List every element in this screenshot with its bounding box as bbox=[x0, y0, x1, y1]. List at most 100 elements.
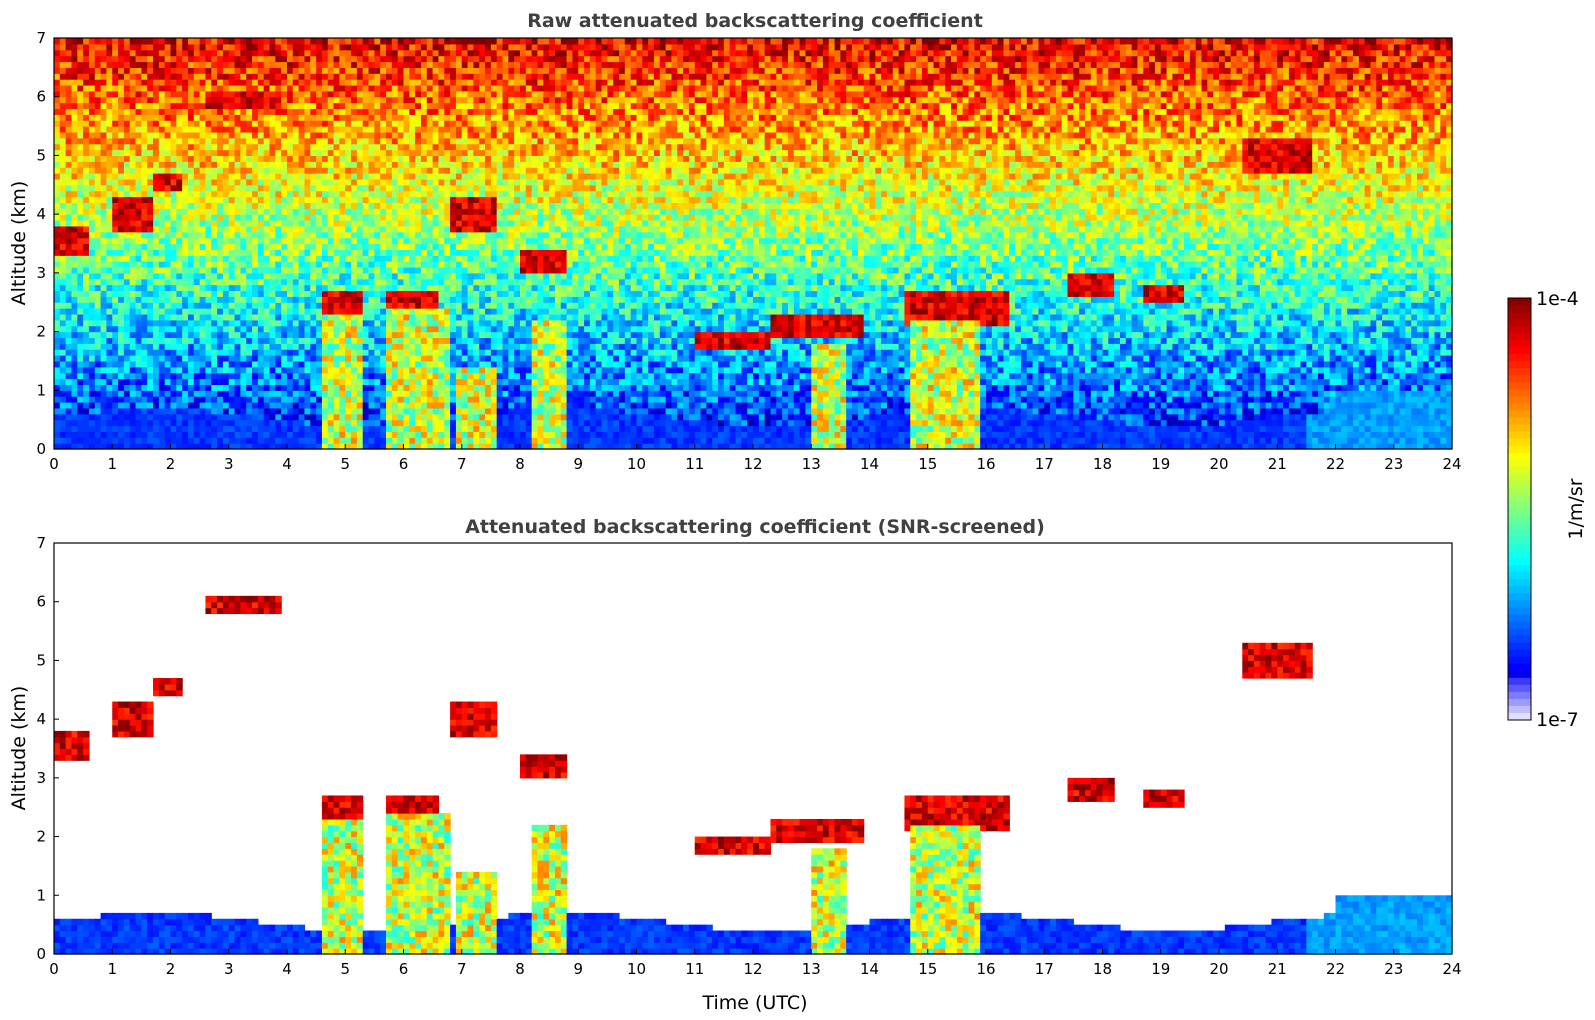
heatmap-cell bbox=[339, 84, 346, 92]
heatmap-cell bbox=[391, 196, 399, 203]
heatmap-cell bbox=[71, 308, 78, 315]
heatmap-cell bbox=[88, 114, 96, 121]
heatmap-cell bbox=[228, 437, 236, 444]
heatmap-cell bbox=[205, 120, 212, 127]
heatmap-cell bbox=[118, 61, 125, 68]
heatmap-cell bbox=[240, 61, 247, 68]
heatmap-cell bbox=[316, 378, 323, 386]
heatmap-cell bbox=[380, 208, 387, 215]
heatmap-cell bbox=[94, 214, 102, 221]
heatmap-cell bbox=[252, 143, 259, 151]
heatmap-cell bbox=[374, 161, 381, 168]
heatmap-cell bbox=[170, 337, 177, 344]
heatmap-cell bbox=[170, 249, 177, 256]
heatmap-cell bbox=[461, 225, 469, 233]
heatmap-cell bbox=[123, 161, 131, 168]
heatmap-cell bbox=[88, 255, 96, 262]
heatmap-cell bbox=[176, 443, 183, 450]
heatmap-cell bbox=[187, 126, 195, 133]
heatmap-cell bbox=[118, 114, 125, 121]
heatmap-cell bbox=[187, 249, 195, 256]
heatmap-cell bbox=[59, 184, 67, 192]
heatmap-cell bbox=[182, 331, 189, 339]
heatmap-cell bbox=[391, 331, 399, 339]
heatmap-cell bbox=[450, 284, 457, 292]
heatmap-cell bbox=[356, 390, 364, 397]
heatmap-cell bbox=[461, 208, 469, 215]
heatmap-cell bbox=[380, 79, 387, 86]
heatmap-cell bbox=[327, 67, 335, 74]
heatmap-cell bbox=[298, 49, 306, 57]
heatmap-cell bbox=[54, 290, 61, 297]
heatmap-cell bbox=[351, 337, 358, 344]
heatmap-cell bbox=[170, 96, 177, 104]
heatmap-cell bbox=[141, 425, 148, 432]
heatmap-cell bbox=[333, 161, 341, 168]
heatmap-cell bbox=[444, 413, 451, 421]
heatmap-cell bbox=[170, 349, 177, 356]
heatmap-cell bbox=[432, 79, 440, 86]
heatmap-cell bbox=[54, 266, 61, 274]
heatmap-cell bbox=[246, 178, 253, 186]
heatmap-cell bbox=[403, 296, 410, 303]
heatmap-cell bbox=[432, 137, 440, 145]
heatmap-cell bbox=[106, 272, 113, 280]
heatmap-cell bbox=[386, 349, 393, 356]
heatmap-cell bbox=[420, 96, 428, 104]
heatmap-cell bbox=[444, 161, 451, 168]
heatmap-cell bbox=[222, 137, 230, 145]
heatmap-cell bbox=[391, 355, 399, 362]
heatmap-cell bbox=[257, 90, 265, 98]
heatmap-cell bbox=[281, 272, 288, 280]
heatmap-cell bbox=[234, 96, 241, 104]
heatmap-cell bbox=[94, 384, 102, 391]
heatmap-cell bbox=[252, 266, 259, 274]
heatmap-cell bbox=[153, 167, 160, 174]
heatmap-cell bbox=[415, 278, 422, 286]
heatmap-cell bbox=[164, 126, 172, 133]
heatmap-cell bbox=[54, 73, 61, 80]
heatmap-cell bbox=[339, 90, 346, 98]
heatmap-cell bbox=[438, 190, 445, 198]
heatmap-cell bbox=[135, 143, 142, 151]
heatmap-cell bbox=[432, 325, 440, 333]
heatmap-cell bbox=[94, 161, 102, 168]
heatmap-cell bbox=[193, 402, 201, 409]
heatmap-cell bbox=[176, 319, 183, 327]
heatmap-cell bbox=[426, 178, 434, 186]
heatmap-cell bbox=[193, 372, 201, 380]
heatmap-cell bbox=[386, 38, 393, 45]
heatmap-cell bbox=[59, 337, 67, 344]
heatmap-cell bbox=[281, 143, 288, 151]
heatmap-cell bbox=[391, 96, 399, 104]
heatmap-cell bbox=[345, 231, 352, 239]
heatmap-cell bbox=[310, 61, 317, 68]
heatmap-cell bbox=[123, 255, 131, 262]
heatmap-cell bbox=[415, 84, 422, 92]
heatmap-cell bbox=[187, 302, 195, 309]
heatmap-cell bbox=[112, 313, 119, 321]
heatmap-cell bbox=[362, 220, 370, 227]
heatmap-cell bbox=[450, 372, 457, 380]
heatmap-cell bbox=[467, 343, 474, 350]
heatmap-cell bbox=[287, 237, 294, 245]
heatmap-cell bbox=[217, 126, 224, 133]
heatmap-cell bbox=[252, 343, 259, 350]
heatmap-cell bbox=[234, 120, 241, 127]
heatmap-cell bbox=[420, 402, 428, 409]
heatmap-cell bbox=[298, 272, 306, 280]
heatmap-cell bbox=[327, 102, 335, 110]
heatmap-cell bbox=[129, 443, 137, 450]
heatmap-cell bbox=[164, 302, 172, 309]
heatmap-cell bbox=[409, 390, 416, 397]
heatmap-cell bbox=[118, 325, 125, 333]
heatmap-cell bbox=[257, 61, 265, 68]
heatmap-cell bbox=[141, 261, 148, 268]
heatmap-cell bbox=[426, 225, 434, 233]
heatmap-cell bbox=[391, 61, 399, 68]
heatmap-cell bbox=[362, 120, 370, 127]
heatmap-cell bbox=[380, 237, 387, 245]
heatmap-cell bbox=[222, 390, 230, 397]
heatmap-cell bbox=[327, 261, 335, 268]
heatmap-cell bbox=[170, 384, 177, 391]
